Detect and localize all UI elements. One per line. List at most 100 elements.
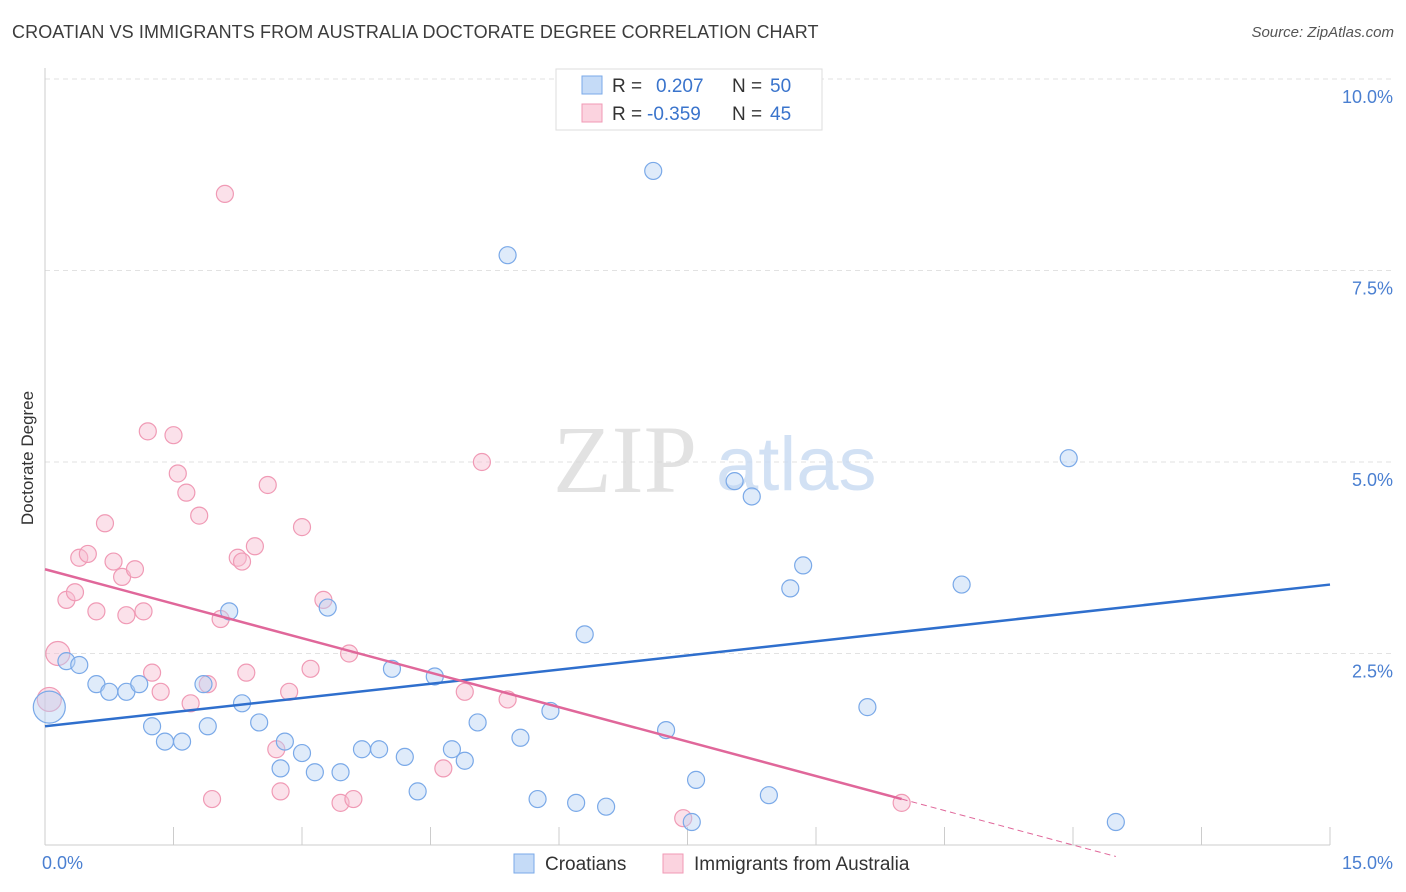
australia-point <box>232 552 252 571</box>
croatians-point <box>1106 812 1125 832</box>
australia-point <box>95 514 115 533</box>
australia-point <box>87 602 106 621</box>
croatians-point <box>682 812 701 832</box>
australia-point <box>117 606 136 625</box>
x-tick-label-0: 0.0% <box>42 853 83 873</box>
legend-swatch-croatians <box>581 75 603 95</box>
croatians-point <box>686 770 706 789</box>
series-legend: Croatians Immigrants from Australia <box>513 853 910 875</box>
croatians-point <box>352 740 372 759</box>
australia-point <box>125 560 145 579</box>
croatians-point <box>575 625 594 644</box>
croatians-point <box>292 743 312 763</box>
legend-swatch-australia <box>581 103 603 123</box>
croatians-point <box>250 713 269 732</box>
australia-point <box>138 422 157 441</box>
croatians-point <box>528 789 547 809</box>
croatians-point <box>952 575 971 594</box>
australia-point <box>36 686 62 713</box>
croatians-point <box>331 763 350 782</box>
australia-point <box>674 809 693 828</box>
croatians-point <box>70 655 89 675</box>
australia-point <box>134 602 153 621</box>
chart-source: Source: ZipAtlas.com <box>1251 24 1394 41</box>
australia-point <box>78 544 97 564</box>
australia-point <box>455 682 474 701</box>
australia-point <box>190 506 209 525</box>
legend-r-label-1: R = <box>612 76 642 97</box>
croatians-point <box>455 751 474 770</box>
bottom-legend-swatch-australia <box>662 853 684 874</box>
australia-point <box>301 659 320 678</box>
croatians-point <box>198 717 217 736</box>
watermark-atlas: atlas <box>716 422 877 507</box>
australia-point <box>104 552 123 571</box>
correlation-legend: R = 0.207 N = 50 R = -0.359 N = 45 <box>555 68 823 131</box>
y-axis-title: Doctorate Degree <box>18 391 37 525</box>
watermark-zip: ZIP <box>553 406 697 513</box>
croatians-point <box>781 579 800 598</box>
croatians-point <box>172 732 192 751</box>
y-tick-label-3: 10.0% <box>1342 87 1393 107</box>
australia-point <box>164 426 183 445</box>
trend-lines <box>44 568 1331 857</box>
croatians-point <box>275 732 294 751</box>
croatians-point <box>725 472 744 491</box>
croatians-point <box>194 675 213 694</box>
croatians-point <box>442 740 462 759</box>
australia-point <box>344 789 363 809</box>
australia-point <box>271 782 290 801</box>
australia-point <box>142 663 162 682</box>
legend-r-value-1: 0.207 <box>656 76 704 97</box>
croatians-point <box>468 713 487 732</box>
australia-point <box>168 464 187 483</box>
croatians-point <box>155 732 175 751</box>
australia-point <box>245 537 264 556</box>
legend-n-value-1: 50 <box>770 76 791 97</box>
y-tick-label-2: 7.5% <box>1352 279 1393 299</box>
legend-n-label-1: N = <box>732 76 762 97</box>
croatians-point <box>32 690 66 724</box>
bottom-legend-australia: Immigrants from Australia <box>694 854 910 875</box>
croatians-point <box>759 786 778 805</box>
australia-point <box>472 452 491 472</box>
legend-n-label-2: N = <box>732 104 762 125</box>
australia-point <box>237 663 256 682</box>
australia-point <box>177 483 196 502</box>
australia-point <box>434 759 453 778</box>
watermark: ZIP atlas <box>553 406 877 513</box>
australia-point <box>198 675 217 694</box>
australia-point <box>292 518 312 537</box>
bottom-legend-swatch-croatians <box>513 853 535 874</box>
axes <box>44 68 1331 846</box>
legend-r-value-2: -0.359 <box>647 104 701 125</box>
legend-n-value-2: 45 <box>770 104 791 125</box>
croatians-trend-line <box>44 583 1331 728</box>
grid-lines <box>45 78 1395 654</box>
croatians-point <box>1059 449 1078 468</box>
croatians-point <box>794 556 813 575</box>
croatians-point <box>395 747 414 767</box>
croatians-point <box>511 728 530 747</box>
tick-labels: 0.0% 15.0% 2.5% 5.0% 7.5% 10.0% <box>42 87 1393 873</box>
croatians-point <box>644 161 663 181</box>
y-tick-label-1: 5.0% <box>1352 470 1393 490</box>
croatians-point <box>742 487 761 506</box>
croatians-point <box>271 759 290 778</box>
croatians-point <box>305 763 324 782</box>
australia-point <box>151 682 170 701</box>
australia-point <box>70 548 89 567</box>
australia-point <box>202 789 222 809</box>
bottom-legend-croatians: Croatians <box>545 854 626 875</box>
australia-trend-extension <box>901 798 1116 857</box>
chart-title: CROATIAN VS IMMIGRANTS FROM AUSTRALIA DO… <box>12 22 819 42</box>
australia-point <box>258 475 277 495</box>
australia-trend-line <box>44 568 902 801</box>
croatians-point <box>370 740 389 759</box>
series-croatians-points <box>32 161 1125 832</box>
australia-point <box>181 694 200 713</box>
croatians-point <box>142 717 162 736</box>
australia-point <box>215 184 234 203</box>
australia-point <box>65 583 85 602</box>
